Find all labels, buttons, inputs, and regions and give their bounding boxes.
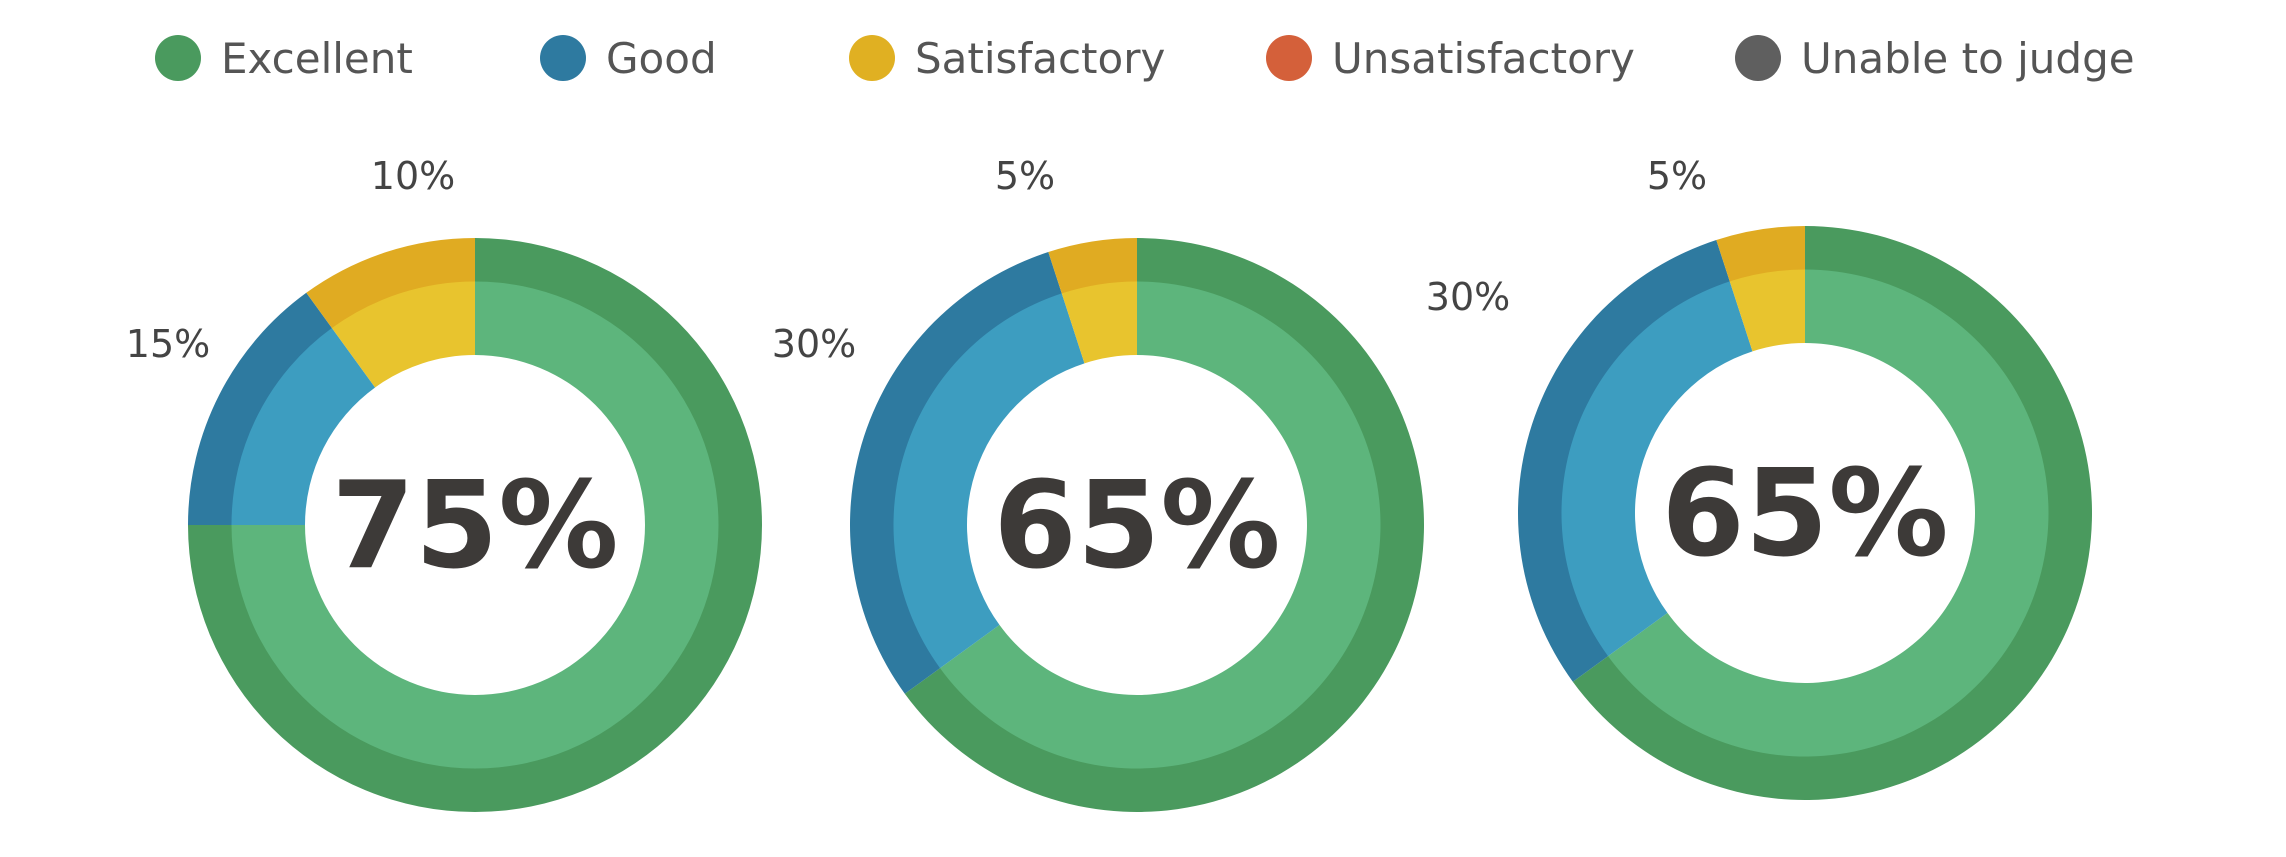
data-label-good: 15% [126,322,210,366]
legend-item-satisfactory[interactable]: Satisfactory [849,30,1165,86]
legend-item-unsatisfactory[interactable]: Unsatisfactory [1266,30,1635,86]
donut-segment-inner-good[interactable] [1561,281,1753,657]
data-label-good: 30% [1426,275,1510,319]
legend-label: Excellent [221,33,413,83]
legend-item-good[interactable]: Good [540,30,717,86]
data-label-good: 30% [772,322,856,366]
center-label: 65% [993,457,1280,596]
donut-segment-satisfactory[interactable] [1716,226,1805,282]
legend-label: Good [606,33,717,83]
legend-label: Unsatisfactory [1332,33,1635,83]
donut-segment-inner-satisfactory[interactable] [1061,281,1137,364]
legend-item-excellent[interactable]: Excellent [155,30,413,86]
legend-label: Satisfactory [915,33,1166,83]
donut-segment-inner-good[interactable] [893,293,1085,669]
donut-segment-inner-good[interactable] [231,328,376,525]
center-label: 75% [331,457,618,596]
donut-segment-inner-excellent[interactable] [1608,269,2049,757]
legend-label: Unable to judge [1801,33,2135,83]
legend-dot-icon [540,35,586,81]
donut-segment-satisfactory[interactable] [1048,238,1137,294]
donut-chart-1: 75% 15% 10% [126,154,762,812]
donut-segment-inner-satisfactory[interactable] [1729,269,1805,352]
legend-dot-icon [155,35,201,81]
data-label-satisfactory: 5% [995,154,1055,198]
donut-segment-good[interactable] [849,252,1062,694]
legend-dot-icon [849,35,895,81]
donut-segment-inner-excellent[interactable] [231,281,719,769]
legend-item-unable-to-judge[interactable]: Unable to judge [1735,30,2135,86]
legend-dot-icon [1266,35,1312,81]
data-label-satisfactory: 5% [1647,154,1707,198]
donut-segment-good[interactable] [188,292,333,525]
data-label-satisfactory: 10% [371,154,455,198]
donut-segment-satisfactory[interactable] [306,238,475,329]
donut-segment-good[interactable] [1518,240,1730,682]
donut-chart-3: 65% 30% 5% [1426,154,2093,801]
center-label: 65% [1661,445,1948,584]
donut-segment-inner-excellent[interactable] [940,281,1381,769]
donut-segment-inner-satisfactory[interactable] [331,281,475,388]
legend-dot-icon [1735,35,1781,81]
donut-chart-2: 65% 30% 5% [772,154,1425,812]
